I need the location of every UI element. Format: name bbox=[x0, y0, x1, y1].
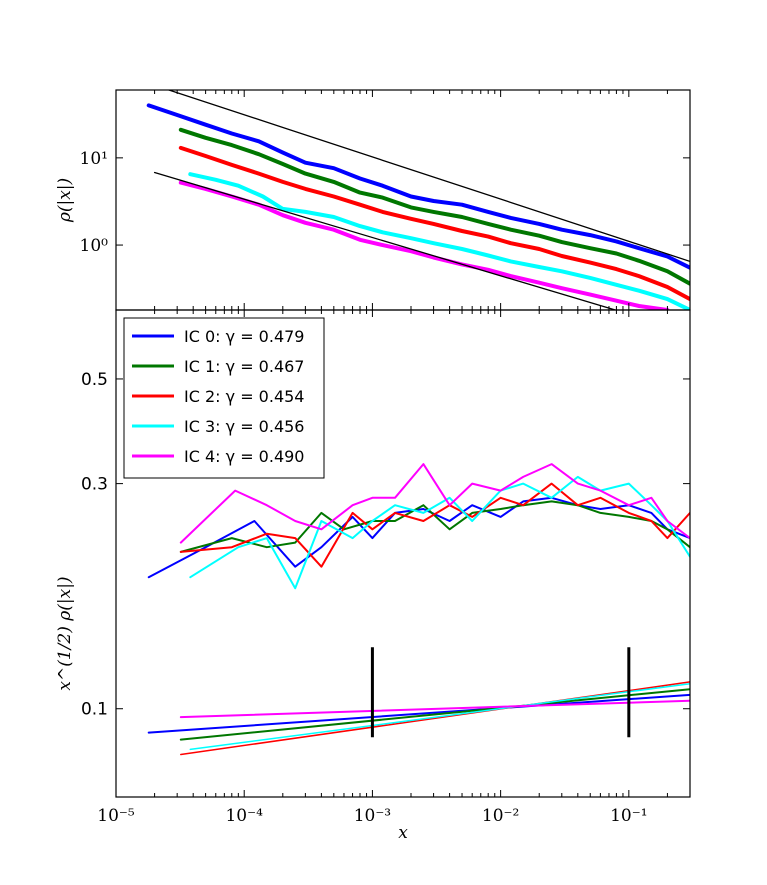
top-plot-area bbox=[146, 90, 690, 310]
bottom-series-7 bbox=[180, 681, 690, 756]
top-ytick-label-0: 10⁰ bbox=[80, 236, 109, 256]
bottom-ytick-label-0: 0.1 bbox=[81, 700, 108, 720]
legend-label-2: IC 2: γ = 0.454 bbox=[184, 387, 304, 406]
bottom-series-5 bbox=[147, 693, 690, 734]
top-series-1 bbox=[178, 127, 690, 286]
bottom-series-6 bbox=[179, 688, 690, 741]
bottom-series-3 bbox=[189, 475, 690, 590]
bottom-ytick-label-2: 0.5 bbox=[81, 370, 108, 390]
bottom-series-1 bbox=[179, 500, 690, 553]
bottom-series-8 bbox=[189, 682, 690, 751]
bottom-xtick-label-3: 10⁻² bbox=[482, 806, 519, 826]
top-series-5 bbox=[166, 90, 690, 263]
bottom-series-0 bbox=[147, 496, 690, 579]
top-series-2 bbox=[178, 145, 690, 302]
legend-label-1: IC 1: γ = 0.467 bbox=[184, 357, 304, 376]
top-ytick-label-1: 10¹ bbox=[80, 149, 108, 169]
bottom-xtick-label-1: 10⁻⁴ bbox=[225, 806, 263, 826]
bottom-xtick-label-2: 10⁻³ bbox=[354, 806, 391, 826]
top-series-4 bbox=[178, 180, 670, 310]
legend-label-3: IC 3: γ = 0.456 bbox=[184, 417, 304, 436]
bottom-xlabel: x bbox=[398, 823, 408, 843]
bottom-series-9 bbox=[179, 699, 690, 719]
top-series-3 bbox=[188, 172, 690, 310]
legend-label-0: IC 0: γ = 0.479 bbox=[184, 327, 304, 346]
bottom-series-2 bbox=[179, 482, 690, 568]
bottom-ytick-label-1: 0.3 bbox=[81, 475, 108, 495]
legend-label-4: IC 4: γ = 0.490 bbox=[184, 447, 304, 466]
top-ylabel: ρ(|x|) bbox=[55, 178, 75, 223]
bottom-series-4 bbox=[179, 463, 690, 544]
bottom-ylabel: x^(1/2) ρ(|x|) bbox=[55, 576, 75, 690]
legend: IC 0: γ = 0.479 IC 1: γ = 0.467 IC 2: γ = … bbox=[123, 317, 325, 479]
bottom-plot-area bbox=[147, 463, 690, 756]
bottom-xtick-label-4: 10⁻¹ bbox=[610, 806, 647, 826]
top-series-6 bbox=[153, 171, 618, 310]
top-series-0 bbox=[146, 103, 690, 270]
legend-box bbox=[123, 317, 325, 479]
bottom-xtick-label-0: 10⁻⁵ bbox=[97, 806, 135, 826]
bottom-frame bbox=[115, 309, 691, 798]
